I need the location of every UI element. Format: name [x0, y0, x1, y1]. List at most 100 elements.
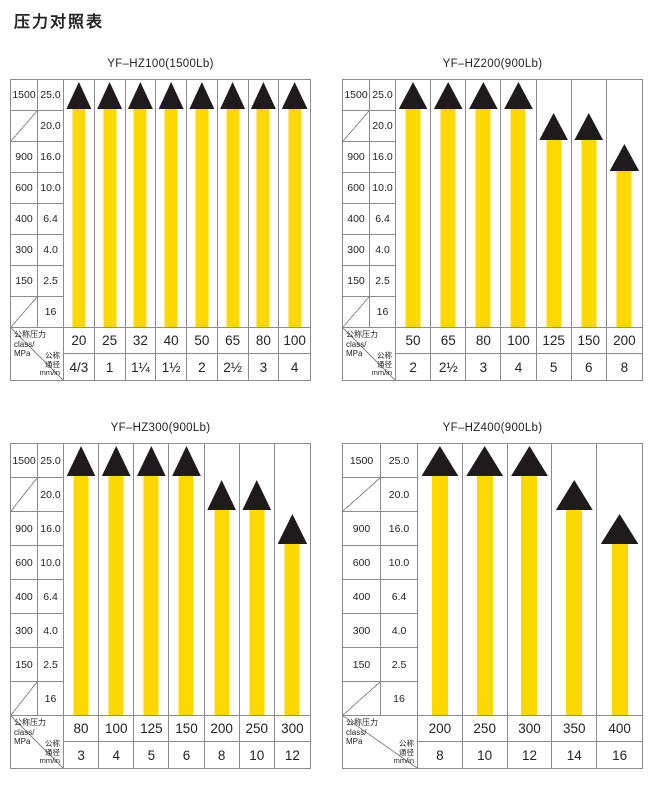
in-value-cell: 8 — [205, 742, 240, 768]
bar-peak-triangle — [539, 113, 568, 140]
bar-peak-triangle — [207, 480, 236, 510]
mm-value-cell: 65 — [431, 328, 467, 354]
axis-header-pressure-label: 公称压力 class/MPa — [346, 718, 378, 747]
pressure-bar — [405, 109, 421, 327]
bar-column — [606, 80, 642, 328]
mm-value-cell: 200 — [418, 716, 463, 742]
class-cell: 600 — [11, 173, 38, 204]
class-cell: 1500 — [11, 444, 38, 478]
bar-column — [134, 444, 170, 716]
class-cell: 300 — [11, 614, 38, 648]
mpa-cell: 2.5 — [381, 648, 418, 682]
pressure-bar — [476, 476, 493, 715]
mpa-cell: 25.0 — [370, 80, 396, 111]
bar-column — [466, 80, 502, 328]
class-cell — [343, 111, 370, 142]
pressure-bar — [108, 476, 124, 715]
bar-column — [248, 80, 280, 328]
in-value-cell: 2½ — [431, 354, 467, 380]
bar-peak-triangle — [277, 514, 308, 544]
mm-value-cell: 200 — [204, 716, 240, 742]
mpa-cell: 16 — [38, 682, 64, 716]
bar-column — [217, 80, 249, 328]
pressure-bar — [103, 109, 117, 327]
chart-grid: 1500 25.0 20.0 900 16.0 600 10.0 400 6.4 300 4.0 15… — [10, 443, 311, 769]
class-cell — [343, 682, 381, 716]
axis-header-pressure-label: 公称压力 class/MPa — [346, 330, 378, 359]
class-cell — [11, 478, 38, 512]
bar-column — [239, 444, 275, 716]
pressure-bar — [195, 109, 209, 327]
bar-peak-triangle — [172, 446, 201, 476]
class-cell: 150 — [343, 648, 381, 682]
class-cell — [343, 478, 381, 512]
mpa-cell: 6.4 — [370, 204, 396, 235]
pressure-bar — [616, 171, 632, 327]
bar-peak-triangle — [574, 113, 604, 140]
class-cell — [11, 111, 38, 142]
mm-value-cell: 250 — [462, 716, 508, 742]
in-value-cell: 3 — [249, 354, 280, 380]
mm-value-cell: 100 — [501, 328, 537, 354]
bar-peak-triangle — [137, 446, 166, 476]
class-cell: 300 — [11, 235, 38, 266]
chart-grid: 1500 25.0 20.0 900 16.0 600 10.0 400 6.4 300 4.0 15… — [10, 79, 311, 381]
bar-peak-triangle — [433, 82, 463, 109]
in-value-cell: 1 — [95, 354, 126, 380]
in-value-cell: 8 — [418, 742, 463, 768]
class-cell: 1500 — [343, 80, 370, 111]
in-value-cell: 10 — [240, 742, 275, 768]
bar-column — [418, 444, 463, 716]
bar-peak-triangle — [127, 82, 153, 109]
class-cell: 300 — [343, 235, 370, 266]
mpa-cell: 16 — [370, 297, 396, 328]
class-cell: 400 — [11, 204, 38, 235]
bar-column — [64, 444, 100, 716]
axis-header-diameter-label: 公称 通径 mm/in — [393, 739, 414, 766]
in-value-cell: 2 — [187, 354, 218, 380]
bar-column — [64, 80, 95, 328]
pressure-bar — [581, 140, 597, 327]
mm-value-cell: 150 — [169, 716, 205, 742]
mpa-cell: 2.5 — [38, 648, 64, 682]
pressure-bar — [256, 109, 270, 327]
bar-peak-triangle — [511, 446, 548, 476]
axis-header-pressure-label: 公称压力 class/MPa — [14, 330, 46, 359]
bar-peak-triangle — [281, 82, 308, 109]
bar-column — [125, 80, 157, 328]
class-cell: 1500 — [343, 444, 381, 478]
in-value-cell: 1¼ — [126, 354, 157, 380]
pressure-bar — [226, 109, 240, 327]
mpa-cell: 10.0 — [38, 546, 64, 580]
mm-value-cell: 100 — [99, 716, 135, 742]
bar-column — [462, 444, 508, 716]
mm-value-cell: 80 — [64, 716, 100, 742]
page-title: 压力对照表 — [14, 14, 105, 31]
axis-header-cell: 公称压力 class/MPa 公称 通径 mm/in — [343, 328, 396, 380]
in-value-cell: 2 — [396, 354, 432, 380]
axis-header-diameter-label: 公称 通径 mm/in — [371, 351, 392, 378]
in-value-cell: 8 — [620, 359, 629, 375]
bar-peak-triangle — [466, 446, 504, 476]
mpa-cell: 16 — [381, 682, 418, 716]
pressure-bar — [214, 510, 230, 715]
bar-column — [536, 80, 572, 328]
bar-peak-triangle — [97, 82, 123, 109]
mm-value-cell: 32 — [125, 328, 157, 354]
class-cell: 900 — [343, 512, 381, 546]
bar-column — [99, 444, 135, 716]
pressure-bar — [431, 476, 448, 715]
pressure-chart: YF–HZ200(900Lb) 1500 25.0 20.0 900 16.0 600 10.… — [342, 58, 643, 381]
in-value-cell: 1½ — [156, 354, 187, 380]
pressure-bar — [521, 476, 538, 715]
class-cell: 400 — [343, 204, 370, 235]
pressure-bar — [284, 544, 300, 715]
bar-column — [501, 80, 537, 328]
mpa-cell: 20.0 — [38, 111, 64, 142]
mpa-cell: 16.0 — [38, 512, 64, 546]
chart-grid: 1500 25.0 20.0 900 16.0 600 10.0 400 6.4 300 4.0 15… — [342, 79, 643, 381]
bar-column — [552, 444, 598, 716]
class-cell: 900 — [11, 512, 38, 546]
axis-header-diameter-label: 公称 通径 mm/in — [39, 739, 60, 766]
mpa-cell: 25.0 — [38, 80, 64, 111]
